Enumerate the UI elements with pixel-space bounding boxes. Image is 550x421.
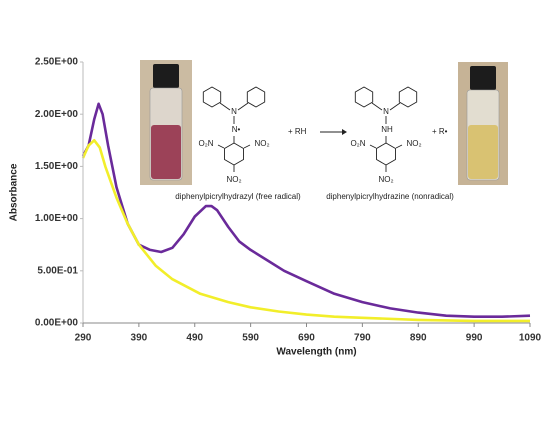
x-tick-label: 1090 [519, 333, 542, 344]
y-tick-label: 1.50E+00 [35, 161, 79, 172]
chem-label: NO₂ [378, 175, 393, 184]
x-tick-label: 490 [186, 333, 203, 344]
bond [217, 144, 225, 149]
chem-label: NH [381, 125, 393, 134]
bond [243, 144, 251, 149]
chem-label: N [231, 107, 237, 116]
bond [395, 144, 403, 149]
bond [219, 102, 231, 111]
x-tick-label: 890 [410, 333, 427, 344]
reaction-arrowhead [342, 129, 347, 135]
chem-label: O₂N [350, 139, 365, 148]
chem-label: NO₂ [254, 139, 269, 148]
chem-label: N• [232, 125, 241, 134]
x-tick-label: 390 [131, 333, 148, 344]
chem-label: N [383, 107, 389, 116]
data-line [81, 102, 531, 318]
x-tick-label: 690 [298, 333, 315, 344]
x-axis-title: Wavelength (nm) [276, 347, 356, 358]
chem-label: NO₂ [226, 175, 241, 184]
benzene-ring [398, 86, 418, 108]
y-tick-label: 0.00E+00 [35, 318, 79, 329]
vial-liquid [151, 125, 181, 179]
y-tick-label: 2.00E+00 [35, 109, 79, 120]
x-tick-label: 290 [75, 333, 92, 344]
data-line [81, 139, 530, 323]
vial-liquid [468, 125, 498, 179]
x-tick-label: 590 [242, 333, 259, 344]
chem-label: O₂N [198, 139, 213, 148]
y-axis-title: Absorbance [9, 163, 20, 221]
x-tick-label: 990 [466, 333, 483, 344]
bond [237, 102, 249, 111]
x-tick-label: 790 [354, 333, 371, 344]
chem-label: + R• [432, 127, 448, 136]
y-tick-label: 5.00E-01 [37, 265, 78, 276]
reaction-inset: N N• O₂N NO₂ NO₂ diphenylpicrylhydrazyl (free… [140, 60, 508, 201]
bond [369, 144, 377, 149]
chem-label: diphenylpicrylhydrazyl (free radical) [175, 192, 301, 201]
chem-label: + RH [288, 127, 307, 136]
y-tick-label: 1.00E+00 [35, 213, 79, 224]
bond [389, 102, 401, 111]
y-tick-label: 2.50E+00 [35, 57, 79, 68]
chem-label: diphenylpicrylhydrazine (nonradical) [326, 192, 454, 201]
chem-label: NO₂ [406, 139, 421, 148]
vial-cap [470, 66, 496, 90]
vial-cap [153, 64, 179, 88]
bond [371, 102, 383, 111]
benzene-ring [354, 86, 374, 108]
benzene-ring [376, 142, 396, 166]
benzene-ring [224, 142, 244, 166]
benzene-ring [246, 86, 266, 108]
benzene-ring [202, 86, 222, 108]
